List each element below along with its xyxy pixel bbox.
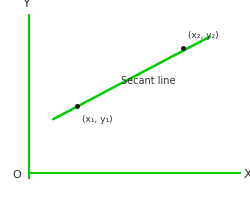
Text: O: O — [13, 170, 21, 180]
Text: (x₁, y₁): (x₁, y₁) — [82, 115, 112, 124]
Text: (x₂, y₂): (x₂, y₂) — [188, 31, 218, 40]
Text: X: X — [242, 168, 250, 181]
Text: Secant line: Secant line — [120, 76, 174, 86]
Text: Y: Y — [23, 0, 30, 10]
